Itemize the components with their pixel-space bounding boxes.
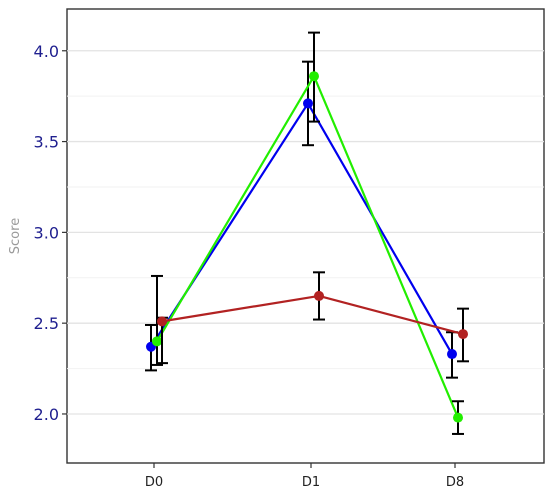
y-tick-label: 2.0 [34, 405, 59, 424]
y-axis: 2.0 2.5 3.0 3.5 4.0 [34, 42, 67, 424]
plot-panel [66, 8, 545, 464]
series-3 [156, 271, 469, 365]
data-point [152, 336, 162, 347]
data-point [157, 316, 167, 327]
data-point [303, 98, 313, 109]
data-point [314, 290, 324, 301]
data-point [458, 329, 468, 340]
data-point [447, 349, 457, 360]
y-tick-label: 2.5 [34, 314, 59, 333]
x-tick-label: D8 [446, 475, 464, 490]
y-axis-title: Score [8, 218, 23, 254]
x-axis: D0 D1 D8 [145, 463, 464, 490]
error-bar [151, 274, 163, 366]
data-point [453, 412, 463, 423]
series-1 [145, 60, 458, 379]
series-2 [151, 31, 464, 435]
y-tick-label: 4.0 [34, 42, 59, 61]
x-tick-label: D1 [302, 475, 320, 490]
series-group [145, 31, 469, 435]
y-tick-label: 3.5 [34, 133, 59, 152]
y-tick-label: 3.0 [34, 223, 59, 242]
grid-lines [67, 50, 544, 415]
x-tick-label: D0 [145, 475, 163, 490]
data-point [309, 71, 319, 82]
